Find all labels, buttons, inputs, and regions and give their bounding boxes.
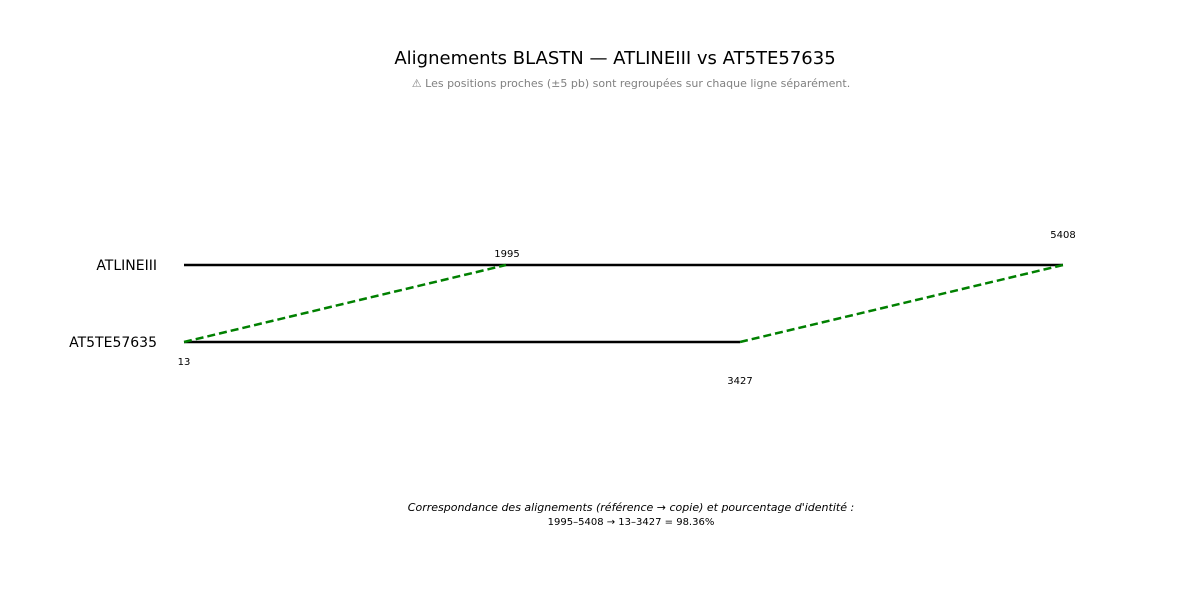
alignment-legend-detail: 1995–5408 → 13–3427 = 98.36%	[547, 517, 715, 528]
warning-note: ⚠ Les positions proches (±5 pb) sont reg…	[411, 77, 851, 90]
copy-end-tick-label: 3427	[727, 376, 752, 387]
ref-start-tick-label: 1995	[494, 249, 519, 260]
ref-end-tick-label: 5408	[1050, 230, 1075, 241]
alignment-link-start	[183, 263, 507, 344]
reference-sequence-label: ATLINEIII	[96, 258, 157, 274]
alignment-link-end	[739, 263, 1064, 344]
copy-start-tick-label: 13	[178, 357, 191, 368]
copy-sequence-label: AT5TE57635	[69, 335, 157, 351]
page-title: Alignements BLASTN — ATLINEIII vs AT5TE5…	[394, 48, 836, 69]
alignment-legend-label: Correspondance des alignements (référenc…	[407, 501, 855, 514]
